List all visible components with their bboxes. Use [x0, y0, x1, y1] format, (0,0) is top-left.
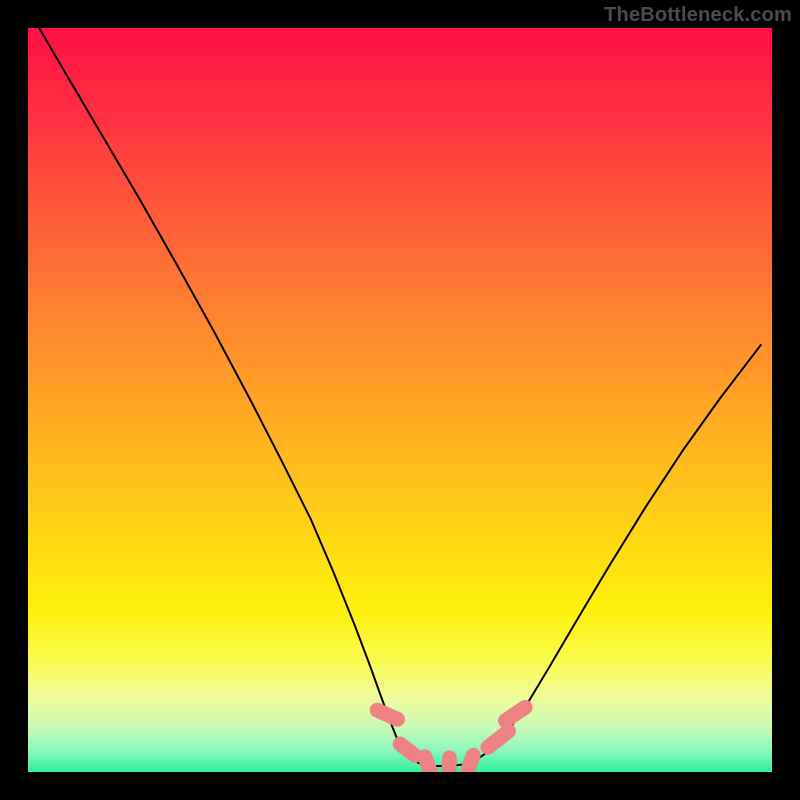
watermark-text: TheBottleneck.com [604, 4, 792, 27]
curve [39, 28, 463, 766]
chart-overlay-svg [28, 28, 772, 772]
marker-pill [495, 697, 535, 731]
chart-stage: { "watermark": { "text": "TheBottleneck.… [0, 0, 800, 800]
curve [463, 345, 761, 765]
marker-pill [459, 746, 483, 772]
marker-pill [478, 721, 519, 758]
marker-pill [367, 700, 407, 729]
plot-area [28, 28, 772, 772]
marker-pill [441, 750, 457, 772]
